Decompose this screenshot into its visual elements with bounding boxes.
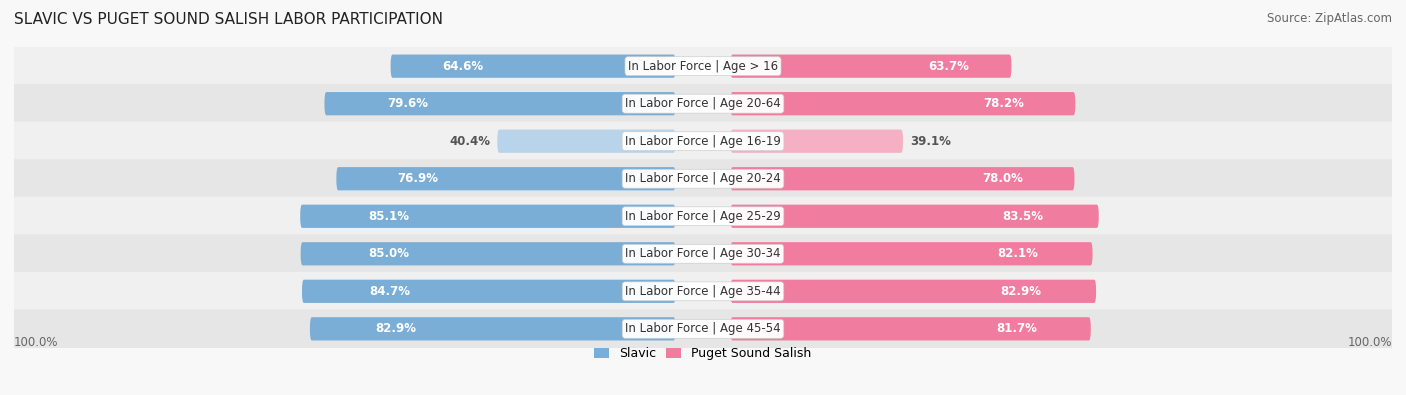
- FancyBboxPatch shape: [301, 205, 675, 228]
- FancyBboxPatch shape: [14, 122, 1392, 161]
- Text: In Labor Force | Age > 16: In Labor Force | Age > 16: [628, 60, 778, 73]
- Text: 64.6%: 64.6%: [441, 60, 484, 73]
- FancyBboxPatch shape: [302, 280, 675, 303]
- FancyBboxPatch shape: [325, 92, 675, 115]
- FancyBboxPatch shape: [731, 317, 1091, 340]
- Text: In Labor Force | Age 20-64: In Labor Force | Age 20-64: [626, 97, 780, 110]
- Text: 78.2%: 78.2%: [983, 97, 1024, 110]
- FancyBboxPatch shape: [731, 205, 1098, 228]
- FancyBboxPatch shape: [14, 197, 1392, 236]
- Text: 78.0%: 78.0%: [981, 172, 1024, 185]
- FancyBboxPatch shape: [731, 92, 1076, 115]
- Text: In Labor Force | Age 45-54: In Labor Force | Age 45-54: [626, 322, 780, 335]
- FancyBboxPatch shape: [391, 55, 675, 78]
- Text: 81.7%: 81.7%: [995, 322, 1036, 335]
- Text: 76.9%: 76.9%: [398, 172, 439, 185]
- FancyBboxPatch shape: [14, 234, 1392, 273]
- Text: 79.6%: 79.6%: [388, 97, 429, 110]
- FancyBboxPatch shape: [731, 130, 903, 153]
- FancyBboxPatch shape: [14, 84, 1392, 123]
- Text: In Labor Force | Age 30-34: In Labor Force | Age 30-34: [626, 247, 780, 260]
- FancyBboxPatch shape: [309, 317, 675, 340]
- FancyBboxPatch shape: [731, 280, 1097, 303]
- FancyBboxPatch shape: [14, 159, 1392, 198]
- Text: 85.1%: 85.1%: [368, 210, 409, 223]
- Text: 83.5%: 83.5%: [1002, 210, 1043, 223]
- Text: SLAVIC VS PUGET SOUND SALISH LABOR PARTICIPATION: SLAVIC VS PUGET SOUND SALISH LABOR PARTI…: [14, 12, 443, 27]
- Text: 63.7%: 63.7%: [928, 60, 969, 73]
- Text: 84.7%: 84.7%: [370, 285, 411, 298]
- FancyBboxPatch shape: [498, 130, 675, 153]
- FancyBboxPatch shape: [14, 309, 1392, 348]
- FancyBboxPatch shape: [336, 167, 675, 190]
- FancyBboxPatch shape: [14, 272, 1392, 311]
- Legend: Slavic, Puget Sound Salish: Slavic, Puget Sound Salish: [589, 342, 817, 365]
- Text: 39.1%: 39.1%: [910, 135, 950, 148]
- FancyBboxPatch shape: [731, 242, 1092, 265]
- Text: 82.9%: 82.9%: [375, 322, 416, 335]
- Text: 85.0%: 85.0%: [368, 247, 409, 260]
- Text: 100.0%: 100.0%: [14, 337, 59, 350]
- FancyBboxPatch shape: [731, 55, 1011, 78]
- FancyBboxPatch shape: [301, 242, 675, 265]
- Text: 82.1%: 82.1%: [997, 247, 1038, 260]
- FancyBboxPatch shape: [14, 47, 1392, 86]
- Text: In Labor Force | Age 25-29: In Labor Force | Age 25-29: [626, 210, 780, 223]
- Text: 100.0%: 100.0%: [1347, 337, 1392, 350]
- Text: Source: ZipAtlas.com: Source: ZipAtlas.com: [1267, 12, 1392, 25]
- Text: 40.4%: 40.4%: [450, 135, 491, 148]
- Text: 82.9%: 82.9%: [1000, 285, 1042, 298]
- Text: In Labor Force | Age 20-24: In Labor Force | Age 20-24: [626, 172, 780, 185]
- FancyBboxPatch shape: [731, 167, 1074, 190]
- Text: In Labor Force | Age 16-19: In Labor Force | Age 16-19: [626, 135, 780, 148]
- Text: In Labor Force | Age 35-44: In Labor Force | Age 35-44: [626, 285, 780, 298]
